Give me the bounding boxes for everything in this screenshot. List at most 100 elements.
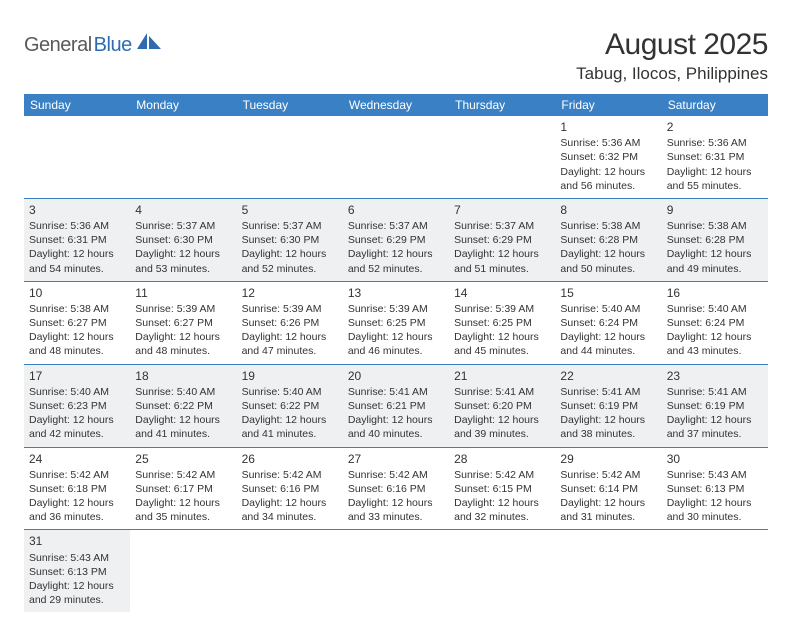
sunset-line: Sunset: 6:31 PM: [667, 150, 763, 164]
sunrise-line: Sunrise: 5:36 AM: [560, 136, 656, 150]
sunset-line: Sunset: 6:22 PM: [242, 399, 338, 413]
daylight-line: Daylight: 12 hours and 53 minutes.: [135, 247, 231, 275]
sunset-line: Sunset: 6:32 PM: [560, 150, 656, 164]
calendar-cell: [237, 530, 343, 612]
day-number: 7: [454, 202, 550, 218]
sunset-line: Sunset: 6:24 PM: [560, 316, 656, 330]
day-number: 24: [29, 451, 125, 467]
calendar-cell: 24Sunrise: 5:42 AMSunset: 6:18 PMDayligh…: [24, 447, 130, 530]
calendar-cell: 15Sunrise: 5:40 AMSunset: 6:24 PMDayligh…: [555, 281, 661, 364]
calendar-cell: 14Sunrise: 5:39 AMSunset: 6:25 PMDayligh…: [449, 281, 555, 364]
daylight-line: Daylight: 12 hours and 48 minutes.: [135, 330, 231, 358]
calendar-cell: 18Sunrise: 5:40 AMSunset: 6:22 PMDayligh…: [130, 364, 236, 447]
calendar-cell: [343, 530, 449, 612]
sunrise-line: Sunrise: 5:38 AM: [29, 302, 125, 316]
month-title: August 2025: [576, 28, 768, 62]
sunset-line: Sunset: 6:28 PM: [667, 233, 763, 247]
sunrise-line: Sunrise: 5:40 AM: [560, 302, 656, 316]
calendar-cell: [555, 530, 661, 612]
sunset-line: Sunset: 6:27 PM: [29, 316, 125, 330]
day-number: 12: [242, 285, 338, 301]
sunset-line: Sunset: 6:27 PM: [135, 316, 231, 330]
calendar-cell: 28Sunrise: 5:42 AMSunset: 6:15 PMDayligh…: [449, 447, 555, 530]
day-number: 28: [454, 451, 550, 467]
sunset-line: Sunset: 6:29 PM: [348, 233, 444, 247]
day-number: 31: [29, 533, 125, 549]
daylight-line: Daylight: 12 hours and 41 minutes.: [135, 413, 231, 441]
day-number: 19: [242, 368, 338, 384]
sunrise-line: Sunrise: 5:39 AM: [454, 302, 550, 316]
day-number: 6: [348, 202, 444, 218]
day-number: 10: [29, 285, 125, 301]
sunrise-line: Sunrise: 5:42 AM: [454, 468, 550, 482]
calendar-cell: [343, 116, 449, 198]
sunrise-line: Sunrise: 5:42 AM: [560, 468, 656, 482]
calendar-cell: [237, 116, 343, 198]
daylight-line: Daylight: 12 hours and 42 minutes.: [29, 413, 125, 441]
calendar-cell: 30Sunrise: 5:43 AMSunset: 6:13 PMDayligh…: [662, 447, 768, 530]
calendar-cell: 6Sunrise: 5:37 AMSunset: 6:29 PMDaylight…: [343, 198, 449, 281]
daylight-line: Daylight: 12 hours and 43 minutes.: [667, 330, 763, 358]
calendar-week: 24Sunrise: 5:42 AMSunset: 6:18 PMDayligh…: [24, 447, 768, 530]
day-number: 5: [242, 202, 338, 218]
calendar-cell: 16Sunrise: 5:40 AMSunset: 6:24 PMDayligh…: [662, 281, 768, 364]
day-number: 14: [454, 285, 550, 301]
calendar-cell: 20Sunrise: 5:41 AMSunset: 6:21 PMDayligh…: [343, 364, 449, 447]
day-number: 4: [135, 202, 231, 218]
sunrise-line: Sunrise: 5:40 AM: [242, 385, 338, 399]
header: General Blue August 2025 Tabug, Ilocos, …: [24, 28, 768, 84]
sunrise-line: Sunrise: 5:40 AM: [667, 302, 763, 316]
sunrise-line: Sunrise: 5:39 AM: [348, 302, 444, 316]
day-number: 2: [667, 119, 763, 135]
daylight-line: Daylight: 12 hours and 45 minutes.: [454, 330, 550, 358]
sunrise-line: Sunrise: 5:40 AM: [29, 385, 125, 399]
day-number: 22: [560, 368, 656, 384]
sunset-line: Sunset: 6:14 PM: [560, 482, 656, 496]
daylight-line: Daylight: 12 hours and 48 minutes.: [29, 330, 125, 358]
calendar-cell: 2Sunrise: 5:36 AMSunset: 6:31 PMDaylight…: [662, 116, 768, 198]
sunset-line: Sunset: 6:29 PM: [454, 233, 550, 247]
calendar-cell: 31Sunrise: 5:43 AMSunset: 6:13 PMDayligh…: [24, 530, 130, 612]
calendar-cell: 7Sunrise: 5:37 AMSunset: 6:29 PMDaylight…: [449, 198, 555, 281]
daylight-line: Daylight: 12 hours and 37 minutes.: [667, 413, 763, 441]
sunset-line: Sunset: 6:31 PM: [29, 233, 125, 247]
calendar-week: 1Sunrise: 5:36 AMSunset: 6:32 PMDaylight…: [24, 116, 768, 198]
daylight-line: Daylight: 12 hours and 36 minutes.: [29, 496, 125, 524]
sunrise-line: Sunrise: 5:39 AM: [242, 302, 338, 316]
sunset-line: Sunset: 6:26 PM: [242, 316, 338, 330]
calendar-cell: 3Sunrise: 5:36 AMSunset: 6:31 PMDaylight…: [24, 198, 130, 281]
sunset-line: Sunset: 6:30 PM: [135, 233, 231, 247]
day-number: 27: [348, 451, 444, 467]
sunrise-line: Sunrise: 5:41 AM: [667, 385, 763, 399]
day-number: 15: [560, 285, 656, 301]
day-number: 17: [29, 368, 125, 384]
calendar-cell: 11Sunrise: 5:39 AMSunset: 6:27 PMDayligh…: [130, 281, 236, 364]
logo-text-general: General: [24, 34, 92, 57]
calendar-cell: 5Sunrise: 5:37 AMSunset: 6:30 PMDaylight…: [237, 198, 343, 281]
calendar-cell: 17Sunrise: 5:40 AMSunset: 6:23 PMDayligh…: [24, 364, 130, 447]
day-header: Tuesday: [237, 94, 343, 116]
sunset-line: Sunset: 6:13 PM: [29, 565, 125, 579]
day-number: 25: [135, 451, 231, 467]
sunrise-line: Sunrise: 5:43 AM: [29, 551, 125, 565]
sunrise-line: Sunrise: 5:36 AM: [29, 219, 125, 233]
sunrise-line: Sunrise: 5:37 AM: [454, 219, 550, 233]
sunset-line: Sunset: 6:15 PM: [454, 482, 550, 496]
daylight-line: Daylight: 12 hours and 30 minutes.: [667, 496, 763, 524]
sunset-line: Sunset: 6:17 PM: [135, 482, 231, 496]
sunrise-line: Sunrise: 5:40 AM: [135, 385, 231, 399]
calendar-cell: [24, 116, 130, 198]
calendar-cell: [130, 530, 236, 612]
day-header: Wednesday: [343, 94, 449, 116]
day-header-row: SundayMondayTuesdayWednesdayThursdayFrid…: [24, 94, 768, 116]
sunrise-line: Sunrise: 5:38 AM: [560, 219, 656, 233]
calendar-cell: 4Sunrise: 5:37 AMSunset: 6:30 PMDaylight…: [130, 198, 236, 281]
day-header: Monday: [130, 94, 236, 116]
calendar-cell: 22Sunrise: 5:41 AMSunset: 6:19 PMDayligh…: [555, 364, 661, 447]
sunset-line: Sunset: 6:18 PM: [29, 482, 125, 496]
sunrise-line: Sunrise: 5:43 AM: [667, 468, 763, 482]
sunset-line: Sunset: 6:19 PM: [560, 399, 656, 413]
logo-text-blue: Blue: [94, 34, 132, 57]
day-number: 23: [667, 368, 763, 384]
sunset-line: Sunset: 6:25 PM: [454, 316, 550, 330]
